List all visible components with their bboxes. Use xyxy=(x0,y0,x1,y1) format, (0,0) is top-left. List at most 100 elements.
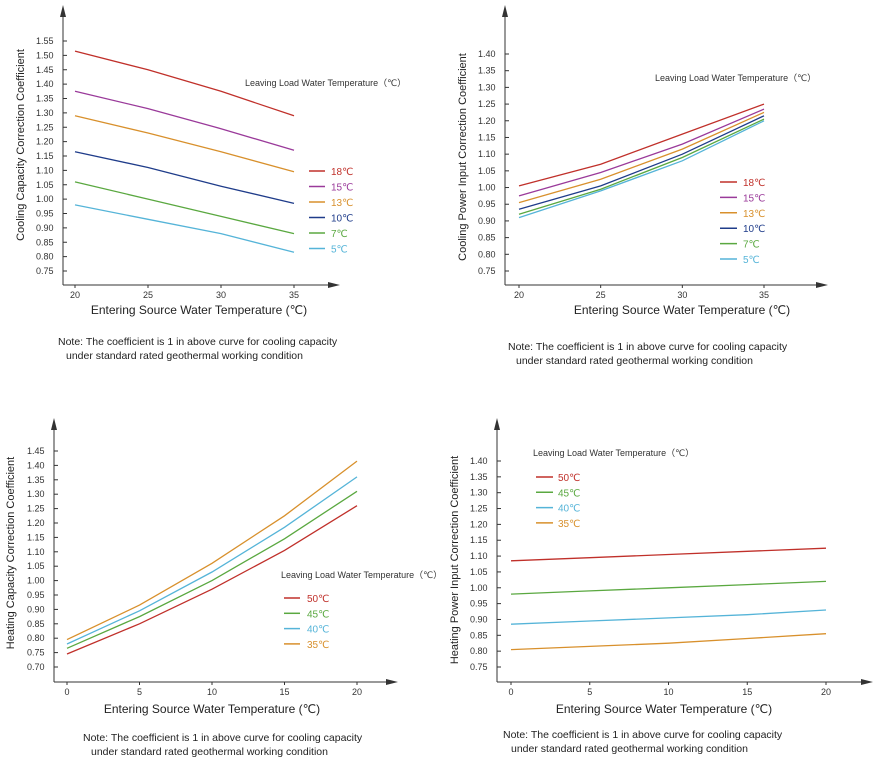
y-tick-label: 1.30 xyxy=(36,108,54,118)
y-tick-label: 0.90 xyxy=(36,223,54,233)
note-line-2: under standard rated geothermal working … xyxy=(91,746,328,758)
chart-1: 0.75 0.80 0.85 0.90 0.95 1.00 1.05 1.10 1.15 1.20… xyxy=(15,5,406,362)
y-tick-label: 0.85 xyxy=(36,237,54,247)
y-tick-label: 1.40 xyxy=(478,49,496,59)
series-line-3 xyxy=(74,115,295,173)
note-line-1: Note: The coefficient is 1 in above curv… xyxy=(58,336,338,348)
y-tick-label: 0.75 xyxy=(470,662,488,672)
series-line-1 xyxy=(74,50,295,117)
x-tick-label: 35 xyxy=(289,290,299,300)
series-line-3 xyxy=(66,476,358,645)
y-tick-label: 0.75 xyxy=(478,266,496,276)
legend-label: 18℃ xyxy=(743,178,765,189)
y-tick-label: 1.00 xyxy=(478,183,496,193)
series-line-1 xyxy=(518,103,765,187)
y-tick-label: 1.10 xyxy=(27,547,45,557)
y-tick-label: 1.35 xyxy=(36,94,54,104)
x-tick-label: 30 xyxy=(677,290,687,300)
y-axis-arrow xyxy=(494,418,500,430)
y-tick-label: 0.80 xyxy=(36,252,54,262)
y-tick-label: 0.80 xyxy=(470,646,488,656)
legend-title: Leaving Load Water Temperature（℃） xyxy=(281,570,442,580)
y-axis-title: Heating Power Input Correction Coefficie… xyxy=(449,456,461,664)
x-axis-title: Entering Source Water Temperature (℃) xyxy=(104,702,320,716)
series-line-5 xyxy=(518,118,765,215)
series-line-4 xyxy=(518,115,765,210)
series-line-3 xyxy=(518,111,765,204)
series-line-4 xyxy=(66,460,358,641)
y-tick-label: 1.30 xyxy=(470,488,488,498)
series-line-2 xyxy=(74,90,295,151)
y-tick-label: 1.35 xyxy=(27,475,45,485)
y-tick-label: 0.85 xyxy=(478,233,496,243)
series-line-6 xyxy=(518,120,765,219)
legend-label: 7℃ xyxy=(331,229,348,240)
legend-label: 10℃ xyxy=(331,214,353,225)
series-line-2 xyxy=(518,108,765,197)
x-axis-arrow xyxy=(861,679,873,685)
legend-label: 13℃ xyxy=(743,209,765,220)
legend-title: Leaving Load Water Temperature（℃） xyxy=(655,73,816,83)
y-tick-label: 1.45 xyxy=(27,446,45,456)
y-tick-label: 1.25 xyxy=(27,504,45,514)
y-tick-label: 1.15 xyxy=(470,535,488,545)
legend-label: 15℃ xyxy=(743,193,765,204)
x-tick-label: 15 xyxy=(279,687,289,697)
series-line-2 xyxy=(66,490,358,649)
y-tick-label: 0.95 xyxy=(478,199,496,209)
note-line-2: under standard rated geothermal working … xyxy=(516,355,753,367)
chart-3: 0.70 0.75 0.80 0.85 0.90 0.95 1.00 1.05 1.10 1.15… xyxy=(5,418,442,758)
y-tick-label: 1.15 xyxy=(27,532,45,542)
y-tick-label: 1.00 xyxy=(470,583,488,593)
x-axis-arrow xyxy=(386,679,398,685)
x-tick-label: 25 xyxy=(143,290,153,300)
series-line-3 xyxy=(510,609,827,625)
series-line-1 xyxy=(510,547,827,562)
legend-label: 40℃ xyxy=(558,504,580,515)
series-line-5 xyxy=(74,181,295,235)
y-tick-label: 1.10 xyxy=(36,165,54,175)
x-tick-label: 30 xyxy=(216,290,226,300)
note-line-1: Note: The coefficient is 1 in above curv… xyxy=(83,732,363,744)
y-tick-label: 0.75 xyxy=(27,648,45,658)
x-axis-title: Entering Source Water Temperature (℃) xyxy=(556,702,772,716)
y-tick-label: 0.90 xyxy=(478,216,496,226)
y-axis-title: Cooling Capacity Correction Coefficient xyxy=(15,49,27,241)
y-tick-label: 0.95 xyxy=(470,599,488,609)
note-line-2: under standard rated geothermal working … xyxy=(511,743,748,755)
note-line-1: Note: The coefficient is 1 in above curv… xyxy=(503,729,783,741)
y-tick-label: 0.85 xyxy=(470,630,488,640)
y-axis-arrow xyxy=(60,5,66,17)
x-axis-arrow xyxy=(816,282,828,288)
series-line-6 xyxy=(74,204,295,253)
legend-label: 50℃ xyxy=(558,473,580,484)
y-tick-label: 1.05 xyxy=(27,561,45,571)
note-line-2: under standard rated geothermal working … xyxy=(66,350,303,362)
y-tick-label: 0.70 xyxy=(27,662,45,672)
y-tick-label: 0.90 xyxy=(470,614,488,624)
y-tick-label: 0.80 xyxy=(27,633,45,643)
y-tick-label: 0.90 xyxy=(27,604,45,614)
legend-label: 35℃ xyxy=(307,640,329,651)
y-tick-label: 1.35 xyxy=(478,66,496,76)
legend-label: 5℃ xyxy=(743,255,760,266)
y-tick-label: 1.30 xyxy=(478,82,496,92)
y-tick-label: 1.35 xyxy=(470,472,488,482)
y-tick-label: 1.15 xyxy=(36,151,54,161)
x-tick-label: 20 xyxy=(70,290,80,300)
y-tick-label: 1.45 xyxy=(36,65,54,75)
x-axis-title: Entering Source Water Temperature (℃) xyxy=(574,303,790,317)
y-tick-label: 1.40 xyxy=(36,79,54,89)
x-tick-label: 5 xyxy=(587,687,592,697)
x-tick-label: 20 xyxy=(352,687,362,697)
y-tick-label: 1.05 xyxy=(36,180,54,190)
y-tick-label: 1.20 xyxy=(27,518,45,528)
legend-label: 50℃ xyxy=(307,594,329,605)
x-tick-label: 20 xyxy=(514,290,524,300)
y-tick-label: 1.20 xyxy=(470,519,488,529)
y-axis-arrow xyxy=(502,5,508,17)
y-tick-label: 1.00 xyxy=(36,194,54,204)
y-tick-label: 1.15 xyxy=(478,132,496,142)
y-tick-label: 1.10 xyxy=(478,149,496,159)
legend-label: 45℃ xyxy=(307,609,329,620)
